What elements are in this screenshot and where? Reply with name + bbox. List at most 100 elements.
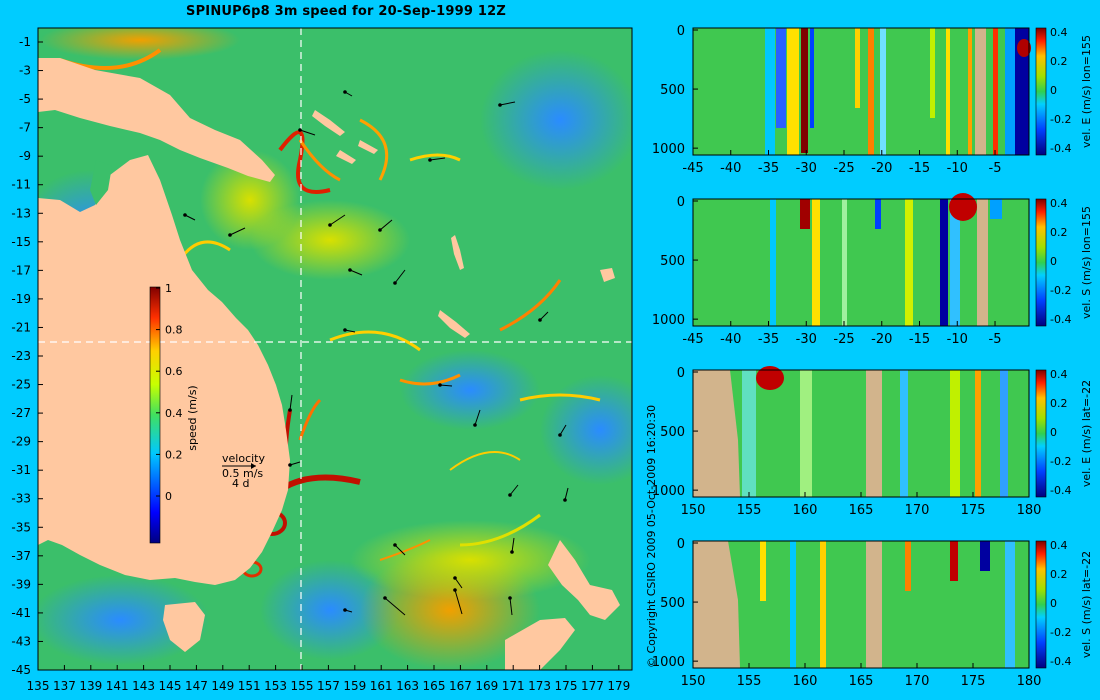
panel-colorbar-label: vel. S (m/s) lon=155 (1080, 206, 1093, 319)
panel-colorbar-tick-label: 0.2 (1050, 226, 1068, 239)
panel-frame (692, 198, 1030, 327)
panel-x-tick-label: -35 (758, 332, 779, 347)
map-x-tick-label: 143 (132, 679, 155, 693)
panel-x-tick-label: 175 (961, 503, 986, 518)
map-y-tick-label: -11 (11, 178, 31, 192)
section-panel-0-axes: 0 500 1000 -45 -40 -35 -30 -25 -20 -15 -10 -5 0.4 0.2… (652, 24, 1093, 176)
panel-y-tick-label: 0 (677, 24, 685, 39)
map-x-tick-label: 179 (607, 679, 630, 693)
panel-y-tick-label: 0 (677, 366, 685, 381)
speed-colorbar-tick-label: 0.6 (165, 365, 183, 378)
map-x-tick-label: 159 (343, 679, 366, 693)
panel-colorbar-tick-label: 0.4 (1050, 197, 1068, 210)
panel-x-tick-label: -5 (989, 332, 1002, 347)
panel-colorbar-tick-label: -0.4 (1050, 142, 1071, 155)
land-solomon-islands (312, 110, 378, 164)
panel-x-tick-label: 170 (905, 503, 930, 518)
panel-colorbar-tick-label: -0.2 (1050, 284, 1071, 297)
land-australia (38, 155, 290, 585)
section-panel-1-axes: 0 500 1000 -45 -40 -35 -30 -25 -20 -15 -10 -5 0.4 0.2… (652, 195, 1093, 347)
panel-y-tick-label: 500 (660, 83, 685, 98)
map-y-tick-label: -41 (11, 606, 31, 620)
section-panel-e-lat (693, 366, 1029, 497)
panel-colorbar-tick-label: 0.4 (1050, 368, 1068, 381)
speed-colorbar: 1 0.8 0.6 0.4 0.2 0 speed (m/s) (149, 282, 199, 544)
panel-x-tick-label: -15 (909, 332, 930, 347)
section-land (866, 541, 882, 668)
section-panel-2-axes: 0 500 1000 150 155 160 165 170 175 180 0.4 0.2 0 -0.2… (652, 366, 1093, 518)
map-y-tick-label: -25 (11, 378, 31, 392)
map-x-tick-label: 151 (238, 679, 261, 693)
land-cape-york-gap (90, 160, 112, 205)
map-x-tick-label: 171 (502, 679, 525, 693)
panel-x-tick-label: 180 (1017, 674, 1042, 689)
panel-x-tick-label: -30 (796, 332, 817, 347)
land-new-caledonia (438, 310, 470, 338)
panel-colorbar-tick-label: 0 (1050, 255, 1057, 268)
map-x-tick-label: 173 (528, 679, 551, 693)
panel-x-tick-label: -10 (947, 332, 968, 347)
velocity-key: velocity 0.5 m/s 4 d (222, 452, 265, 490)
panel-colorbar (1035, 540, 1047, 669)
panel-x-tick-label: 160 (793, 503, 818, 518)
land-tasmania (163, 602, 205, 652)
panel-colorbar-tick-label: 0 (1050, 84, 1057, 97)
velocity-key-arrowhead (251, 463, 256, 469)
land-new-zealand-north (548, 540, 620, 620)
map-x-tick-label: 165 (423, 679, 446, 693)
panel-frame (692, 27, 1030, 156)
map-y-tick-label: -15 (11, 235, 31, 249)
panel-x-tick-label: -35 (758, 161, 779, 176)
map-x-axis: 135 137 139 141 143 145 147 149 151 153 155 157 159 1… (27, 665, 630, 693)
map-y-tick-label: -43 (11, 634, 31, 648)
panel-colorbar-tick-label: 0 (1050, 597, 1057, 610)
panel-colorbar-label: vel. E (m/s) lon=155 (1080, 35, 1093, 148)
section-land (975, 28, 986, 155)
map-y-tick-label: -35 (11, 520, 31, 534)
panel-x-tick-label: 180 (1017, 503, 1042, 518)
page-title: SPINUP6p8 3m speed for 20-Sep-1999 12Z (186, 4, 506, 19)
panel-colorbar-tick-label: -0.4 (1050, 655, 1071, 668)
panel-x-tick-label: -25 (833, 161, 854, 176)
map-x-tick-label: 147 (185, 679, 208, 693)
section-land (866, 370, 882, 497)
land-fiji (600, 268, 615, 282)
panel-x-tick-label: -20 (871, 161, 892, 176)
panel-colorbar-tick-label: 0.4 (1050, 26, 1068, 39)
panel-x-tick-label: -20 (871, 332, 892, 347)
map-y-tick-label: -23 (11, 349, 31, 363)
panel-y-tick-label: 1000 (652, 655, 685, 670)
map-y-tick-label: -13 (11, 206, 31, 220)
map-y-tick-label: -7 (19, 121, 31, 135)
map-y-tick-label: -31 (11, 463, 31, 477)
map-y-tick-label: -21 (11, 320, 31, 334)
land-vanuatu (451, 235, 464, 270)
map-y-tick-label: -29 (11, 435, 31, 449)
panel-x-tick-label: 155 (737, 674, 762, 689)
panel-y-tick-label: 1000 (652, 142, 685, 157)
map-x-tick-label: 149 (211, 679, 234, 693)
map-y-tick-label: -9 (19, 149, 31, 163)
map-y-axis: -1 -3 -5 -7 -9 -11 -13 -15 -17 -19 -21 -23 -25 -27 -29… (11, 35, 43, 677)
panel-x-tick-label: 155 (737, 503, 762, 518)
panel-colorbar (1035, 369, 1047, 498)
map-frame (37, 27, 633, 671)
land-new-zealand-south (505, 618, 575, 670)
map-x-tick-label: 157 (317, 679, 340, 693)
panel-x-tick-label: 150 (681, 674, 706, 689)
panel-x-tick-label: -30 (796, 161, 817, 176)
map-x-tick-label: 163 (396, 679, 419, 693)
map-y-tick-label: -1 (19, 35, 31, 49)
map-y-tick-label: -37 (11, 549, 31, 563)
panel-x-tick-label: 170 (905, 674, 930, 689)
panel-y-tick-label: 500 (660, 425, 685, 440)
panel-colorbar-tick-label: -0.2 (1050, 113, 1071, 126)
map-x-tick-label: 155 (291, 679, 314, 693)
section-panel-s-lat (693, 541, 1029, 668)
speed-colorbar-tick-label: 0.8 (165, 324, 183, 337)
panel-x-tick-label: -10 (947, 161, 968, 176)
map-x-tick-label: 153 (264, 679, 287, 693)
velocity-arrows (183, 90, 569, 616)
section-panel-e-lon (693, 28, 1031, 155)
panel-y-tick-label: 500 (660, 254, 685, 269)
